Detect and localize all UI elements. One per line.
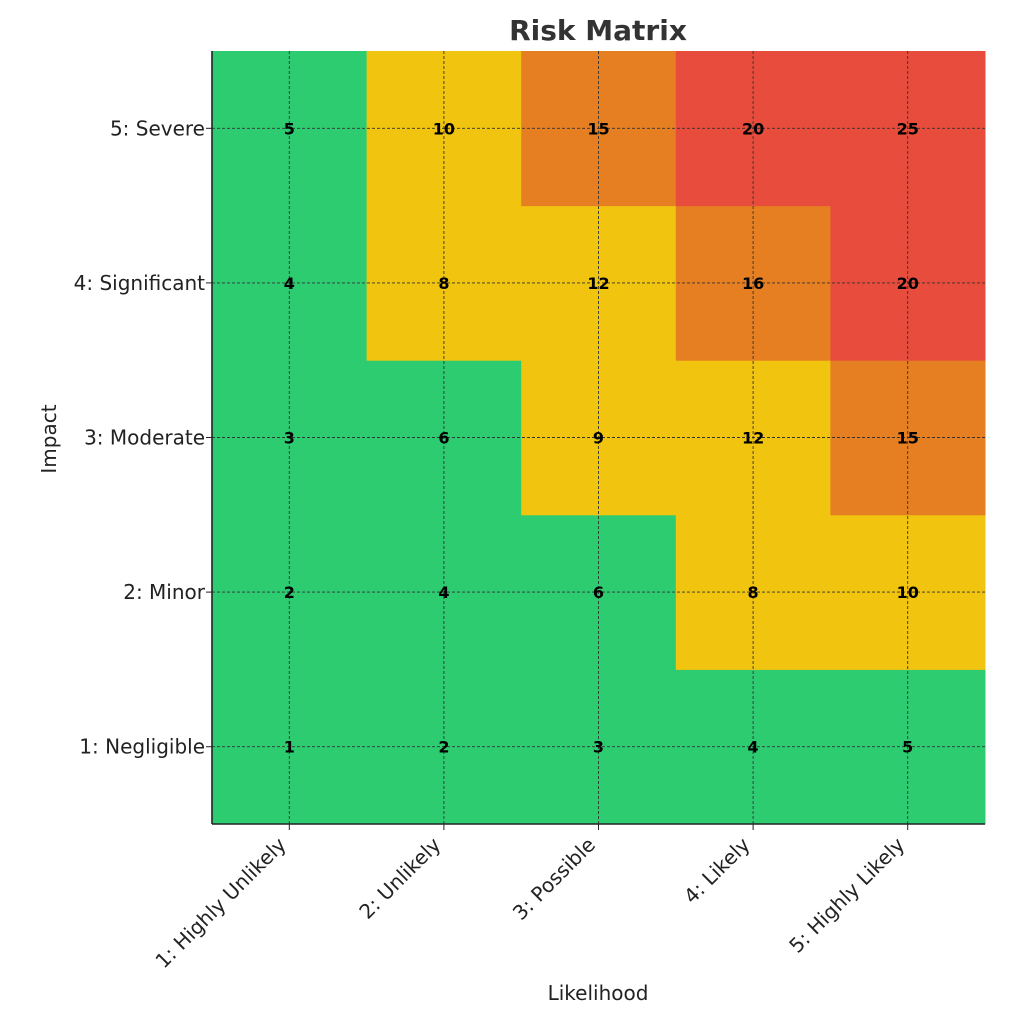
y-tick-label: 5: Severe <box>110 116 205 140</box>
cell-value-label: 6 <box>438 429 449 448</box>
x-tick-label: 4: Likely <box>679 832 755 908</box>
cell-value-label: 20 <box>897 274 919 293</box>
x-tick-labels: 1: Highly Unlikely 2: Unlikely 3: Possible… <box>150 832 909 972</box>
cell-value-label: 3 <box>593 738 604 757</box>
cell-value-label: 25 <box>897 119 919 138</box>
chart-title: Risk Matrix <box>509 14 687 47</box>
y-tick-label: 4: Significant <box>74 271 206 295</box>
cell-value-label: 6 <box>593 583 604 602</box>
cell-value-label: 5 <box>284 119 295 138</box>
y-axis-label: Impact <box>37 404 61 473</box>
cell-value-labels: 1 2 3 4 52 4 6 8 103 6 9 12 154 8 12 16 205 10 15 20 25 <box>284 119 919 756</box>
cell-value-label: 4 <box>748 738 759 757</box>
x-tick-label: 5: Highly Likely <box>784 832 909 957</box>
cell-value-label: 20 <box>742 119 764 138</box>
cell-value-label: 2 <box>284 583 295 602</box>
axes <box>206 51 985 830</box>
x-tick-label: 2: Unlikely <box>354 832 445 923</box>
cell-value-label: 16 <box>742 274 764 293</box>
y-tick-label: 3: Moderate <box>84 426 205 450</box>
x-tick-label: 1: Highly Unlikely <box>150 832 290 972</box>
cell-value-label: 8 <box>438 274 449 293</box>
y-tick-label: 2: Minor <box>123 580 206 604</box>
y-tick-labels: 1: Negligible 2: Minor 3: Moderate 4: Signi… <box>74 116 206 758</box>
cell-value-label: 15 <box>897 429 919 448</box>
cell-value-label: 1 <box>284 738 295 757</box>
cell-value-label: 4 <box>438 583 449 602</box>
cell-value-label: 12 <box>587 274 609 293</box>
x-tick-label: 3: Possible <box>508 833 600 925</box>
y-tick-label: 1: Negligible <box>79 735 205 759</box>
x-axis-label: Likelihood <box>548 981 649 1005</box>
cell-value-label: 15 <box>587 119 609 138</box>
cell-value-label: 5 <box>902 738 913 757</box>
cell-value-label: 9 <box>593 429 604 448</box>
gridlines <box>212 51 985 824</box>
cell-value-label: 10 <box>897 583 919 602</box>
cell-value-label: 4 <box>284 274 295 293</box>
cell-value-label: 12 <box>742 429 764 448</box>
cell-value-label: 8 <box>748 583 759 602</box>
cell-value-label: 2 <box>438 738 449 757</box>
cell-value-label: 3 <box>284 429 295 448</box>
cell-value-label: 10 <box>433 119 455 138</box>
